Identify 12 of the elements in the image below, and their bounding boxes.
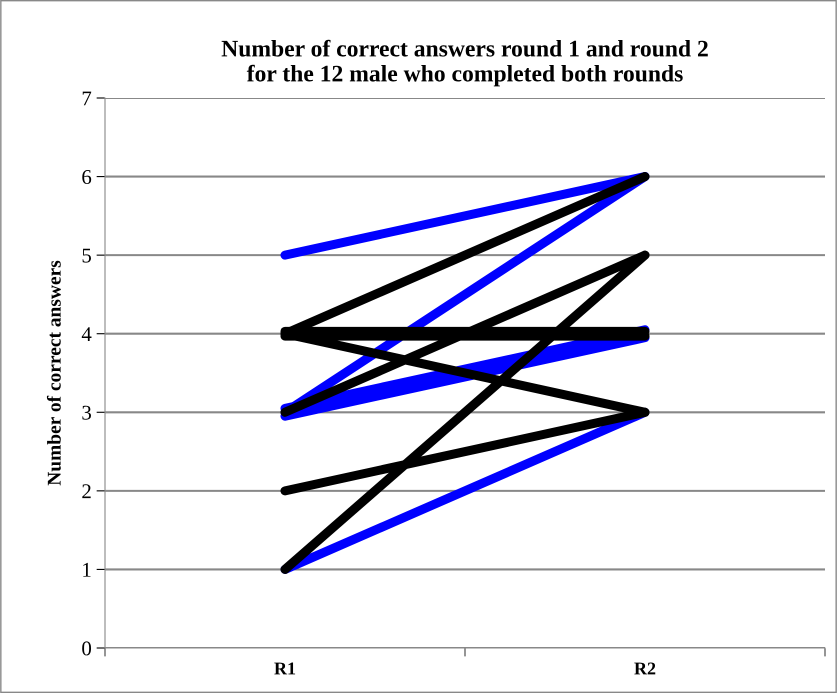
y-axis-title: Number of correct answers xyxy=(46,260,61,486)
x-tick-label: R2 xyxy=(634,662,656,674)
y-tick-label: 6 xyxy=(82,170,92,184)
y-tick-label: 2 xyxy=(82,484,91,498)
y-tick-label: 0 xyxy=(82,641,92,656)
y-tick-label: 5 xyxy=(82,248,91,263)
chart-title: Number of correct answers round 1 and round 2 for the 12 male who completed both rounds xyxy=(222,40,708,86)
y-tick-label: 4 xyxy=(82,327,92,341)
y-tick-label: 1 xyxy=(83,562,91,577)
y-tick-label: 7 xyxy=(82,92,92,106)
y-tick-label: 3 xyxy=(82,406,91,420)
x-tick-label: R1 xyxy=(274,662,296,674)
